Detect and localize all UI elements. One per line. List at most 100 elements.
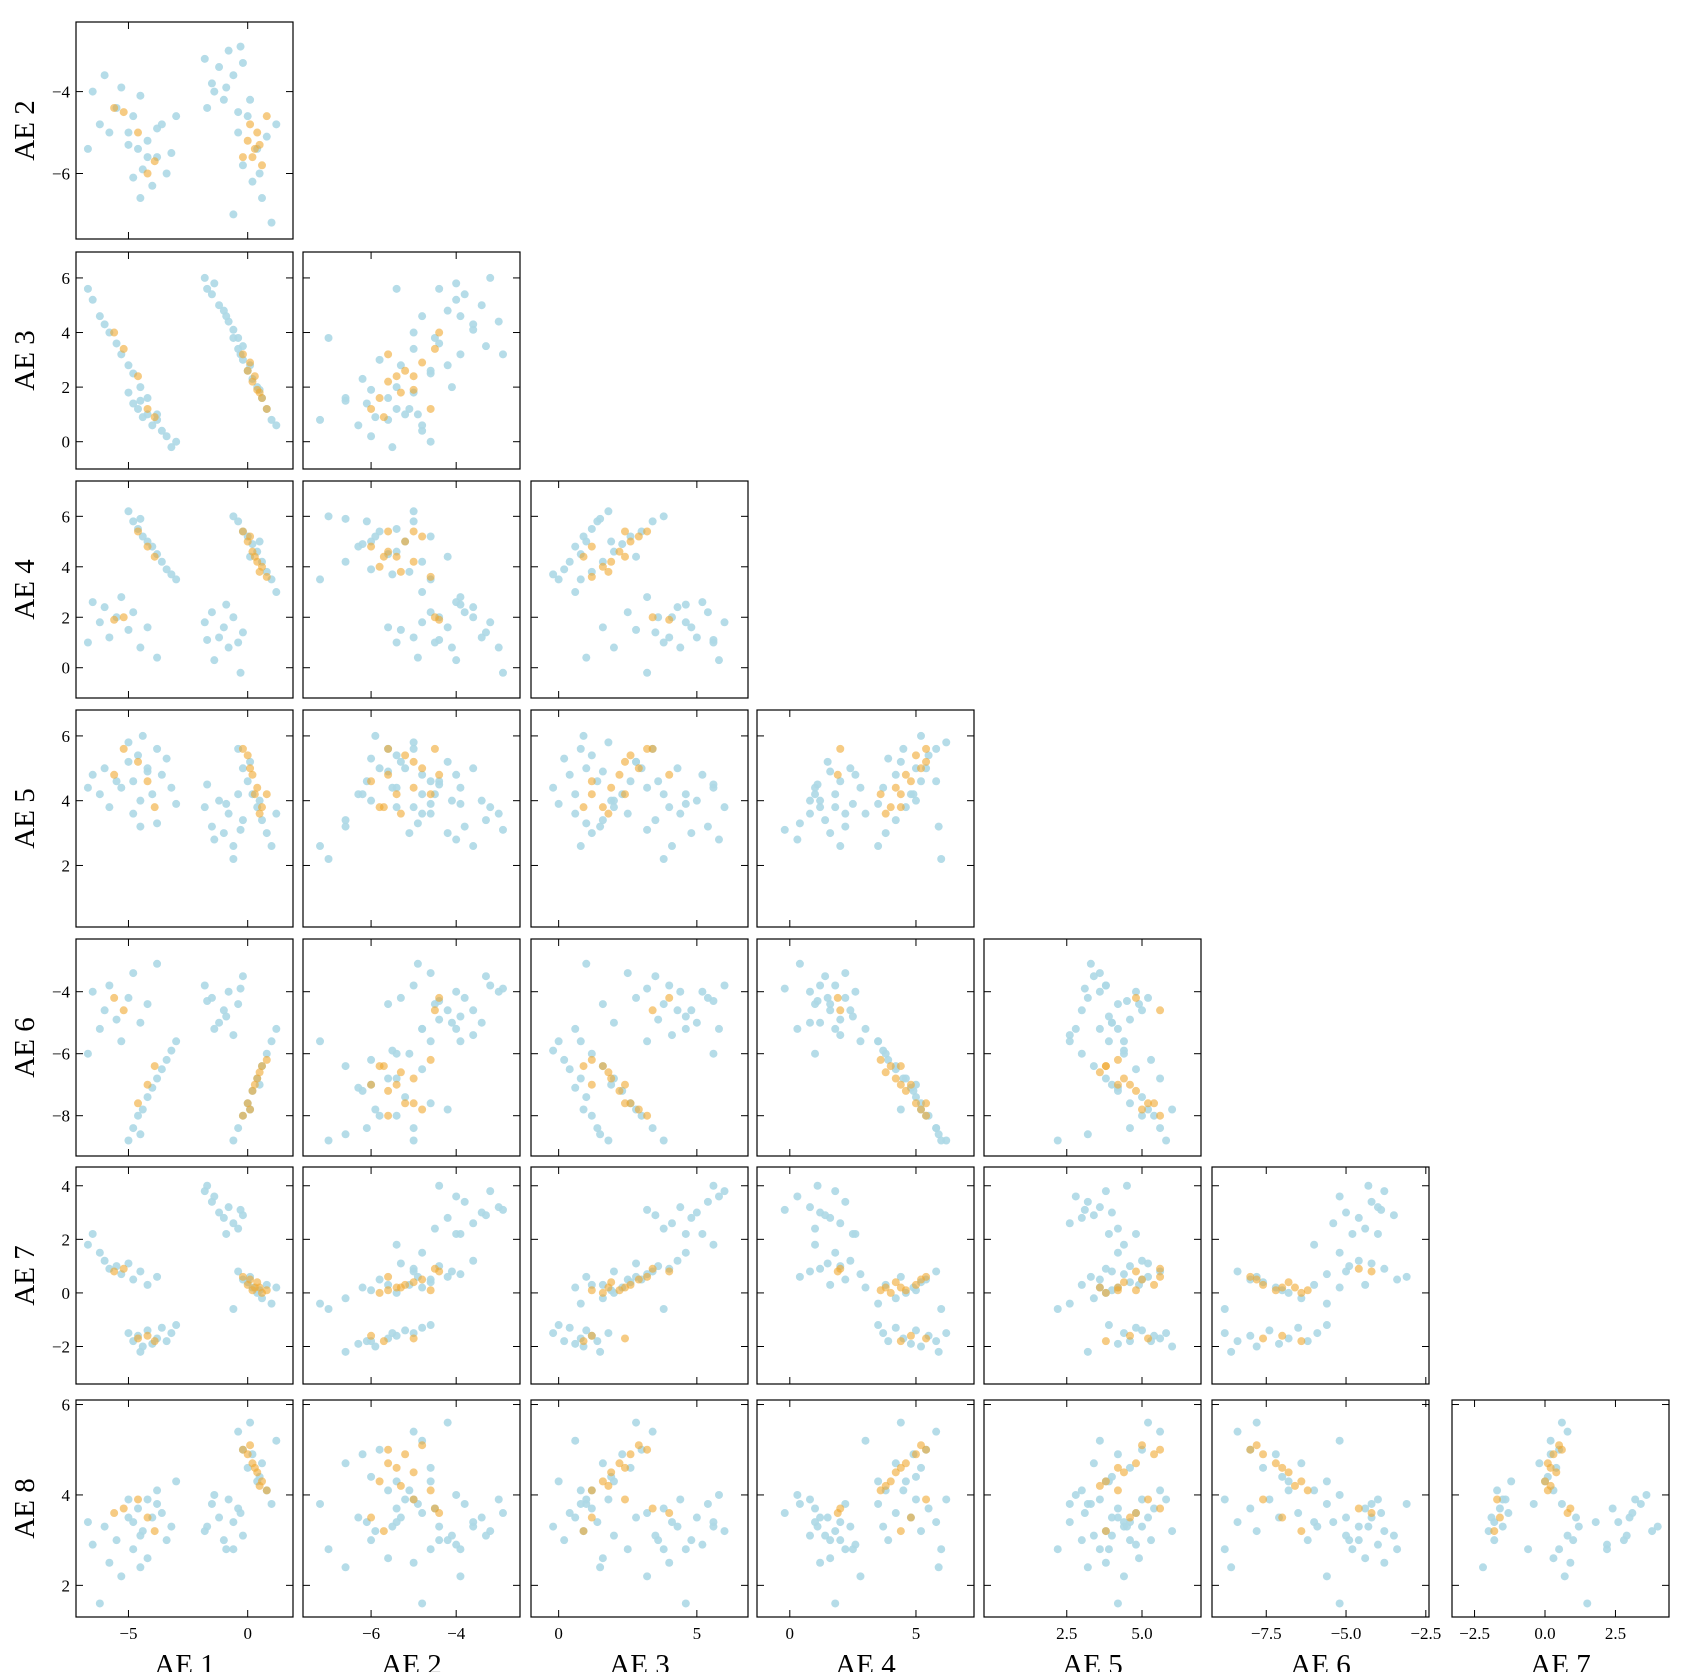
point [246,764,255,773]
point [379,1062,388,1071]
point [129,777,138,786]
point [1156,1272,1165,1281]
y-tick-label: 0 [62,659,71,678]
point [676,809,685,818]
point [426,777,435,786]
point [1083,1197,1092,1206]
point [246,532,255,541]
point [643,783,652,792]
point [409,738,418,747]
point [643,1272,652,1281]
point [143,623,152,632]
point [435,1267,444,1276]
point [272,1024,281,1033]
point [1354,1256,1363,1265]
point [673,1522,682,1531]
point [255,567,264,576]
point [486,803,495,812]
point [83,1240,92,1249]
point [262,404,271,413]
point [607,1468,616,1477]
point [236,984,245,993]
point [811,1240,820,1249]
point [554,799,563,808]
point [129,1275,138,1284]
point [651,816,660,825]
point [780,984,789,993]
point [1131,1509,1140,1518]
point [1089,1294,1098,1303]
point [651,628,660,637]
point [469,1256,478,1265]
point [324,1545,333,1554]
point [582,819,591,828]
point [153,1499,162,1508]
point [167,149,176,158]
point [1535,1459,1544,1468]
point [659,1304,668,1313]
point [598,1554,607,1563]
point [229,1518,238,1527]
point [452,1490,461,1499]
point [95,790,104,799]
point [623,1545,632,1554]
point [358,790,367,799]
point [200,981,209,990]
point [654,777,663,786]
point [426,1477,435,1486]
point [262,790,271,799]
point [219,95,228,104]
point [1135,1554,1143,1563]
point [341,1294,350,1303]
point [565,770,574,779]
point [341,557,350,566]
panel-frame [75,938,294,1157]
point [681,600,690,609]
point [401,764,410,773]
point [1278,1472,1287,1481]
point [452,656,461,665]
point [418,588,427,597]
point [906,777,915,786]
point [426,1463,435,1472]
point [1077,1049,1086,1058]
point [1107,1472,1116,1481]
point [384,377,393,386]
point [1290,1283,1299,1292]
point [795,819,804,828]
point [1119,1240,1128,1249]
point [571,790,580,799]
point [1297,1459,1306,1468]
point [1156,1486,1165,1495]
point [937,1545,946,1554]
point [1348,1229,1357,1238]
point [452,987,461,996]
point [632,1418,641,1427]
point [579,803,588,812]
point [620,527,629,536]
point [1095,1481,1104,1490]
point [272,1436,281,1445]
panel [756,1166,975,1385]
point [1083,1563,1092,1572]
point [162,1536,171,1545]
point [138,1105,147,1114]
point [167,1329,176,1338]
point [136,396,145,405]
point [1131,1267,1140,1276]
point [1546,1436,1555,1445]
point [1125,1099,1134,1108]
point [896,1080,905,1089]
point [1284,1468,1293,1477]
point [143,1513,152,1522]
point [1313,1329,1322,1338]
point [1156,1264,1165,1273]
point [1284,1334,1293,1343]
point [836,1518,845,1527]
point [687,1213,696,1222]
point [643,593,652,602]
point [234,108,243,117]
x-tick-label: 0 [243,1624,252,1643]
point [469,613,478,622]
point [922,1272,931,1281]
